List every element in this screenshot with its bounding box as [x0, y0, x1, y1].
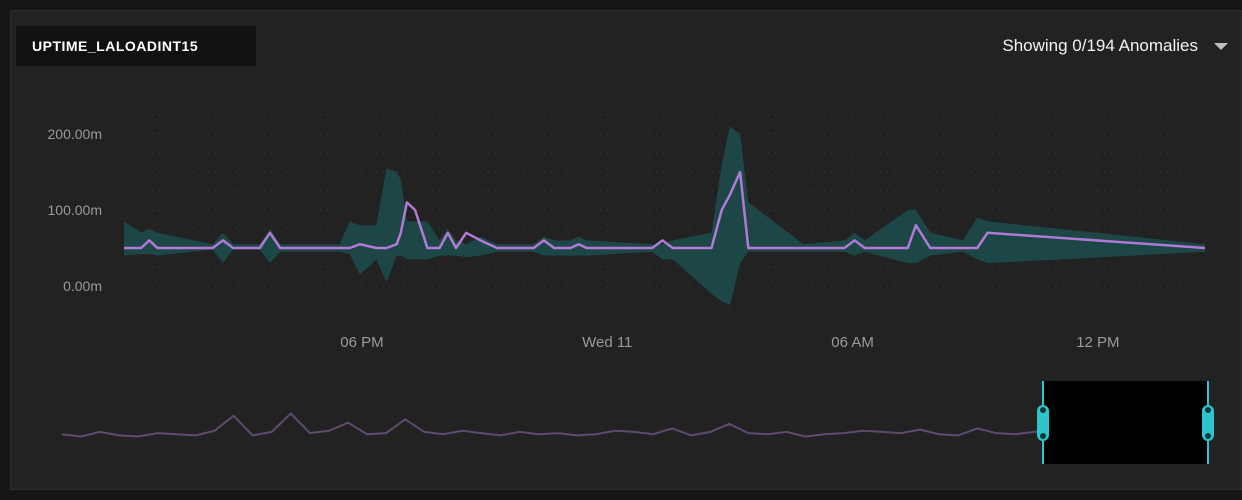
- chart-title-box: UPTIME_LALOADINT15: [16, 26, 256, 66]
- chart-panel: [10, 10, 1242, 490]
- chevron-down-icon: [1214, 42, 1228, 50]
- anomalies-dropdown[interactable]: Showing 0/194 Anomalies: [1002, 36, 1228, 56]
- anomalies-label: Showing 0/194 Anomalies: [1002, 36, 1198, 55]
- chart-title: UPTIME_LALOADINT15: [32, 38, 199, 54]
